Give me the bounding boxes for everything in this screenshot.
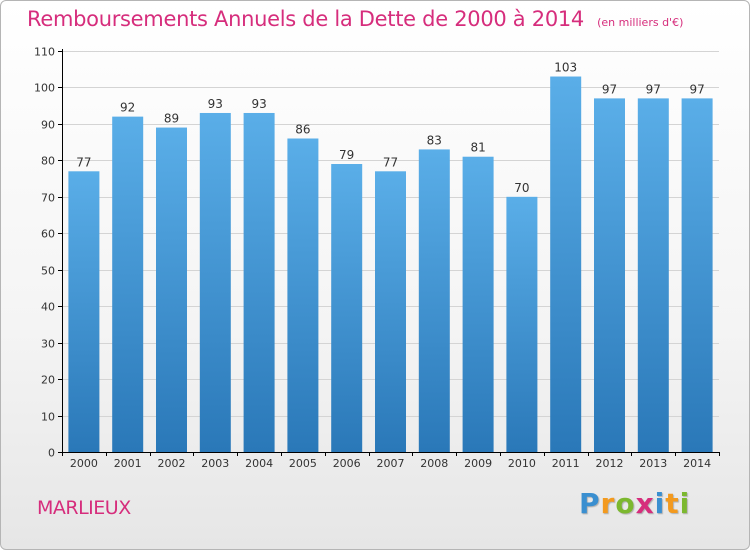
logo-letter: i [654, 487, 666, 520]
x-tick-label: 2012 [596, 457, 624, 470]
value-label: 70 [514, 181, 529, 195]
chart-title: Remboursements Annuels de la Dette de 20… [27, 7, 584, 31]
value-label: 93 [251, 97, 266, 111]
logo-letter: P [579, 487, 601, 520]
commune-name: MARLIEUX [37, 497, 131, 519]
x-tick-label: 2011 [552, 457, 580, 470]
x-tick-label: 2004 [245, 457, 273, 470]
value-label: 77 [76, 155, 91, 169]
value-label: 103 [554, 61, 577, 75]
chart-subtitle: (en milliers d'€) [597, 16, 684, 29]
y-tick-label: 40 [41, 301, 55, 314]
bar [68, 171, 100, 453]
value-label: 83 [427, 133, 442, 147]
bar [331, 164, 363, 452]
y-tick-label: 80 [41, 155, 55, 168]
x-tick-label: 2000 [70, 457, 98, 470]
value-label: 97 [689, 82, 704, 96]
x-tick-label: 2005 [289, 457, 317, 470]
title-line: Remboursements Annuels de la Dette de 20… [27, 7, 683, 31]
x-tick-label: 2006 [333, 457, 361, 470]
value-label: 79 [339, 148, 354, 162]
x-tick-label: 2007 [377, 457, 405, 470]
x-tick-label: 2008 [420, 457, 448, 470]
value-label: 97 [646, 82, 661, 96]
bar [506, 196, 538, 452]
logo-letter: x [635, 487, 655, 520]
y-tick-label: 0 [48, 447, 55, 460]
bar [550, 76, 582, 452]
y-tick-label: 100 [34, 82, 55, 95]
y-tick-label: 90 [41, 119, 55, 132]
logo-letter: i [679, 487, 691, 520]
value-label: 86 [295, 122, 310, 136]
x-tick-label: 2013 [639, 457, 667, 470]
value-label: 81 [470, 141, 485, 155]
y-tick-label: 20 [41, 374, 55, 387]
x-tick-label: 2009 [464, 457, 492, 470]
logo-letter: r [600, 487, 616, 520]
x-tick-label: 2010 [508, 457, 536, 470]
bar [199, 112, 231, 453]
y-tick-label: 110 [34, 46, 55, 59]
x-tick-label: 2003 [201, 457, 229, 470]
bar [637, 98, 669, 453]
y-tick-label: 10 [41, 411, 55, 424]
value-label: 92 [120, 101, 135, 115]
bar [375, 171, 406, 453]
bar [594, 98, 625, 453]
axes [58, 49, 720, 456]
bar [681, 98, 713, 453]
bar [156, 127, 187, 453]
bar [243, 112, 275, 453]
bar [287, 138, 319, 452]
y-tick-label: 50 [41, 265, 55, 278]
y-tick-label: 60 [41, 228, 55, 241]
y-tick-label: 30 [41, 338, 55, 351]
bar [418, 149, 450, 452]
x-tick-label: 2014 [683, 457, 711, 470]
value-label: 93 [208, 97, 223, 111]
x-tick-label: 2002 [158, 457, 186, 470]
value-label: 97 [602, 82, 617, 96]
y-tick-label: 70 [41, 192, 55, 205]
labels: 0 10 20 30 40 50 60 70 80 90 100 110 77 2000 92 2001 89 2… [34, 46, 711, 471]
proxiti-logo: Proxiti [579, 487, 690, 520]
bars [68, 76, 713, 453]
value-label: 89 [164, 112, 179, 126]
value-label: 77 [383, 155, 398, 169]
x-tick-label: 2001 [114, 457, 142, 470]
logo-letter: t [665, 487, 680, 520]
logo-letter: o [615, 487, 636, 520]
bar [112, 116, 144, 453]
bar [462, 156, 494, 452]
